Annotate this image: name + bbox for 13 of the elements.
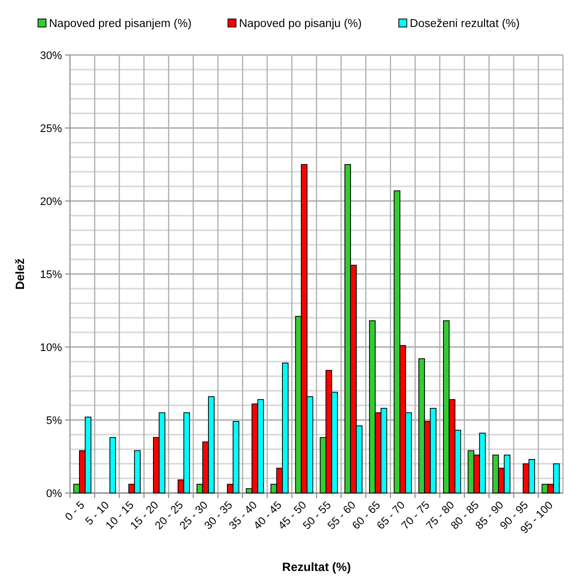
legend-label: Napoved pred pisanjem (%) — [49, 18, 192, 30]
y-tick-label: 20% — [40, 196, 62, 208]
y-tick-label: 15% — [40, 268, 62, 281]
legend-label: Doseženi rezultat (%) — [410, 18, 520, 30]
y-tick-label: 5% — [46, 414, 62, 427]
x-axis-title: Rezultat (%) — [282, 560, 351, 574]
y-axis-title: Delež — [13, 258, 27, 290]
y-tick-label: 0% — [46, 488, 62, 500]
y-tick-label: 25% — [40, 122, 62, 135]
legend-label: Napoved po pisanju (%) — [239, 18, 362, 30]
y-tick-label: 30% — [40, 50, 62, 62]
bar — [109, 437, 116, 494]
y-tick-label: 10% — [40, 342, 62, 354]
